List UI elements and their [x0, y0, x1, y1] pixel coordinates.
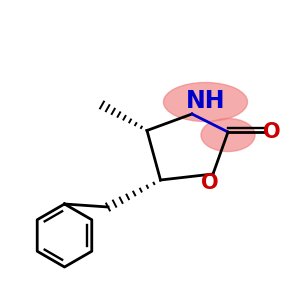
Text: NH: NH [186, 88, 225, 112]
Ellipse shape [164, 82, 247, 122]
Text: O: O [263, 122, 280, 142]
Ellipse shape [201, 118, 255, 152]
Text: O: O [201, 173, 219, 193]
